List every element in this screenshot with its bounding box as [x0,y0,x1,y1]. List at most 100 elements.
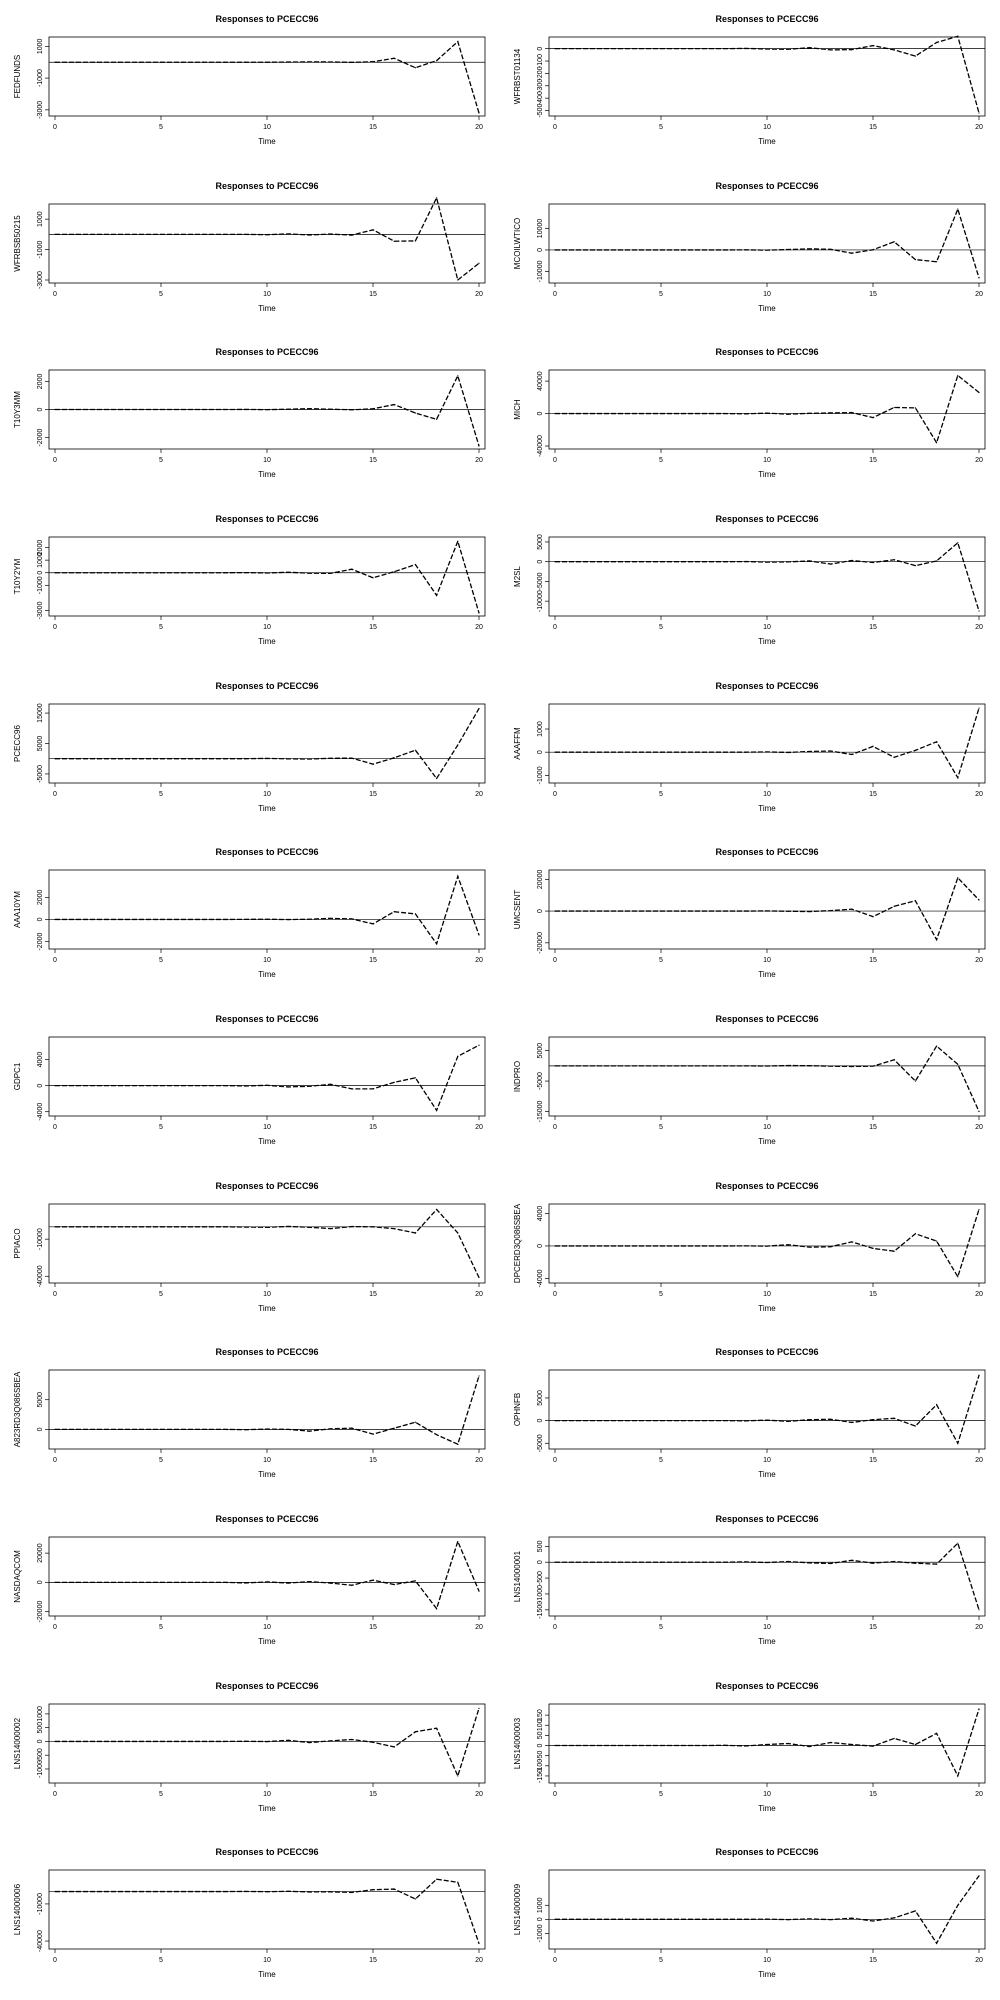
response-point [808,247,810,250]
y-tick-label: 5000 [37,735,44,751]
y-tick-label: -20000 [537,932,544,954]
response-point [245,1429,247,1431]
response-point [287,1429,289,1431]
response-point [702,1244,704,1247]
response-point [660,48,662,50]
response-point [681,248,683,251]
response-point [872,1419,874,1421]
response-point [245,919,247,921]
response-point [478,445,480,447]
response-point [618,413,620,415]
response-point [724,48,726,50]
response-point [766,1918,768,1921]
response-point [618,1420,620,1422]
x-axis-label: Time [258,1970,276,1979]
x-tick-label: 20 [975,791,983,798]
response-point [96,1084,98,1087]
response-point [393,1427,395,1430]
response-point [724,248,726,251]
response-point [457,1540,459,1542]
y-tick-label: 1000 [37,211,44,227]
response-point [181,1084,183,1087]
x-tick-label: 15 [869,1124,877,1131]
y-tick-label: -40000 [37,1265,44,1287]
x-tick-label: 10 [263,1791,271,1798]
response-point [245,1582,247,1584]
response-point [96,919,98,921]
x-tick-label: 0 [553,291,557,298]
y-tick-label: -1000 [37,69,44,87]
response-point [351,1892,353,1894]
x-axis-label: Time [758,470,776,479]
response-point [787,751,789,753]
response-point [478,262,480,264]
response-point [830,248,832,250]
response-point [118,409,120,411]
response-point [414,1077,416,1079]
response-point [245,1891,247,1893]
chart-panel-nasdaqcom: Responses to PCECC96 0 5 10 15 20 Time -20000 0 2… [0,1500,500,1666]
response-point [54,233,56,235]
response-point [308,61,310,63]
response-point [639,1244,641,1247]
plot-frame [48,703,486,784]
response-point [75,1891,77,1893]
response-point [893,407,895,409]
x-tick-label: 20 [475,957,483,964]
y-axis-label: T10Y2YM [13,558,22,594]
chart-panel-lns14000006: Responses to PCECC96 0 5 10 15 20 Time -40000 -1… [0,1833,500,1999]
response-point [245,1226,247,1228]
response-point [54,1581,56,1583]
response-point [245,233,247,235]
y-tick-label: -200 [537,66,544,80]
y-tick-label: 0 [37,1084,44,1088]
response-point [957,1275,959,1277]
plot-frame [48,36,486,117]
y-tick-label: -1500 [537,1601,544,1619]
y-tick-label: 5000 [537,1390,544,1406]
y-tick-label: 4000 [537,1205,544,1221]
response-point [808,911,810,913]
y-axis-label: MCOILWTICO [513,217,522,268]
chart-panel-pcecc96: Responses to PCECC96 0 5 10 15 20 Time -5000 500… [0,667,500,833]
response-point [851,49,853,51]
response-point [245,1085,247,1087]
response-point [978,392,980,394]
response-point [202,1084,204,1087]
response-point [224,1084,226,1087]
response-point [478,112,480,114]
x-tick-label: 5 [659,1457,663,1464]
response-point [414,1730,416,1732]
y-tick-label: -1000 [537,1925,544,1943]
response-point [287,1225,289,1227]
x-axis-label: Time [758,637,776,646]
x-tick-label: 0 [53,1291,57,1298]
x-tick-label: 15 [869,124,877,131]
response-point [118,1429,120,1431]
panel-title: Responses to PCECC96 [215,847,318,857]
response-point [54,1429,56,1431]
x-tick-label: 15 [369,1624,377,1631]
x-tick-label: 10 [263,1624,271,1631]
response-point [202,409,204,411]
response-point [808,47,810,49]
response-point [436,943,438,945]
response-point [202,61,204,63]
x-tick-label: 0 [53,624,57,631]
response-point [851,1422,853,1424]
response-point [639,561,641,563]
response-point [181,1429,183,1431]
response-point [893,1560,895,1563]
y-tick-label: 40000 [537,372,544,392]
response-point [787,413,789,416]
response-point [139,233,141,235]
response-point [118,757,120,759]
y-tick-label: 0 [537,750,544,754]
response-point [224,757,226,759]
response-point [202,233,204,235]
response-point [478,612,480,614]
chart-svg: Responses to PCECC96 0 5 10 15 20 Time -1000 0 10… [513,1847,986,1979]
response-point [436,60,438,62]
response-point [372,763,374,765]
panel-title: Responses to PCECC96 [215,1181,318,1191]
